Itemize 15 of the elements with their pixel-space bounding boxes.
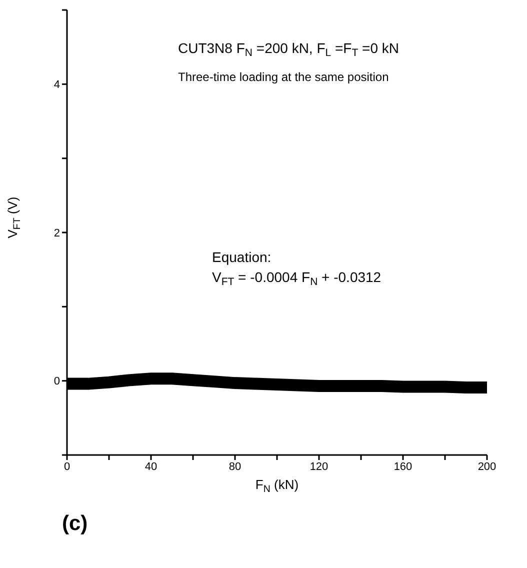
y-tick-label: 2 (54, 227, 60, 240)
y-tick-label: 4 (54, 79, 60, 92)
x-axis-title: F$_{N}$ (kN) (255, 477, 299, 494)
y-tick-label: 0 (54, 376, 60, 388)
x-tick-label: 0 (64, 460, 70, 473)
annotation: V$_{FT}$ = -0.0004 F$_{N}$ + -0.0312 (212, 269, 382, 288)
x-tick-label: 80 (228, 460, 242, 473)
x-tick-label: 160 (394, 460, 412, 473)
text: (c) (62, 512, 88, 535)
annotation: CUT3N8 F$_{N}$ =200 kN, F$_{L}$ =F$_{T}$ =0 kN (178, 40, 400, 59)
x-tick-label: 40 (144, 460, 158, 473)
annotation: Three-time loading at the same position (178, 70, 389, 84)
x-tick-label: 120 (310, 460, 328, 473)
annotation: Equation: (212, 249, 272, 265)
x-tick-label: 200 (478, 460, 496, 473)
